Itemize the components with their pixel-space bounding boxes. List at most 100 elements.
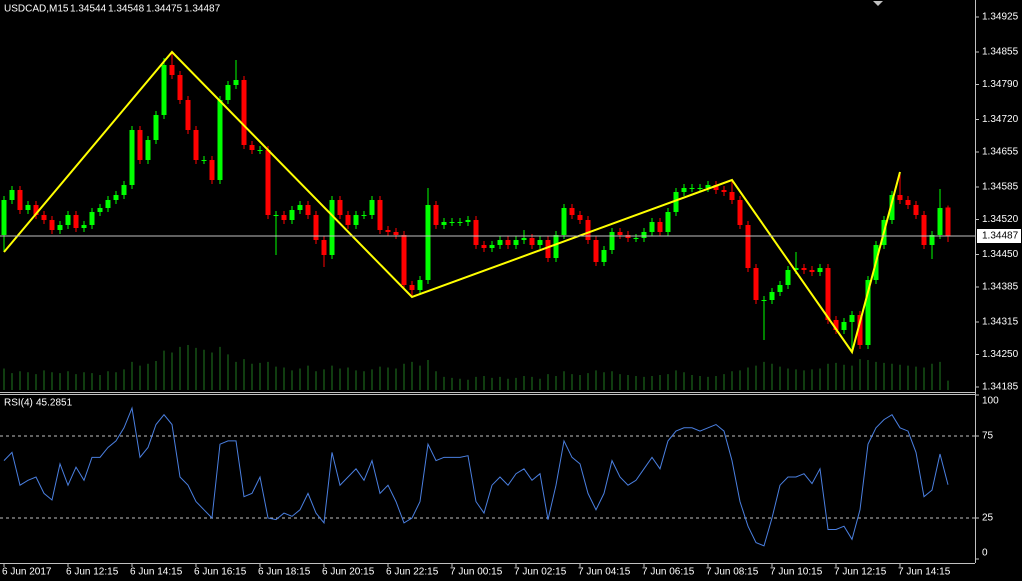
candle-body [681, 188, 687, 192]
candle-body [449, 222, 455, 223]
candle-body [641, 232, 647, 238]
candle-body [441, 222, 447, 225]
rsi-current-value: 45.2851 [36, 398, 73, 409]
candle-body [713, 185, 719, 190]
candle-body [849, 315, 855, 322]
candle-body [665, 212, 671, 232]
x-tick-label: 7 Jun 10:15 [770, 567, 823, 578]
x-tick-label: 7 Jun 04:15 [578, 567, 631, 578]
candle-body [233, 80, 239, 85]
candle-body [281, 215, 287, 220]
x-tick-label: 6 Jun 18:15 [258, 567, 311, 578]
candle-body [321, 240, 327, 255]
candle-body [273, 215, 279, 216]
candle-body [25, 205, 31, 210]
candle-body [393, 232, 399, 235]
candle-body [561, 208, 567, 235]
candle-body [697, 188, 703, 189]
candle-body [841, 322, 847, 330]
candle-body [145, 140, 151, 160]
candle-body [345, 215, 351, 225]
candle-body [817, 268, 823, 272]
symbol-label: USDCAD,M15 [4, 4, 69, 15]
header-open: 1.34544 [70, 4, 107, 15]
candle-body [689, 188, 695, 189]
y-tick-label: 1.34185 [982, 382, 1019, 393]
x-tick-label: 7 Jun 14:15 [898, 567, 951, 578]
candle-body [929, 235, 935, 245]
candle-body [65, 215, 71, 225]
candle-body [793, 268, 799, 270]
candle-body [673, 192, 679, 212]
candle-body [289, 210, 295, 220]
candle-body [385, 230, 391, 232]
candle-body [529, 238, 535, 245]
header-close: 1.34487 [184, 4, 221, 15]
candle-body [105, 200, 111, 208]
candle-body [897, 195, 903, 200]
candle-body [57, 225, 63, 230]
candle-body [473, 220, 479, 245]
candle-body [225, 85, 231, 100]
x-tick-label: 6 Jun 2017 [2, 567, 52, 578]
candle-body [137, 130, 143, 160]
candle-body [121, 185, 127, 195]
candle-body [777, 285, 783, 292]
candle-body [313, 215, 319, 240]
candle-body [153, 115, 159, 140]
candle-body [865, 280, 871, 345]
candle-body [737, 200, 743, 225]
y-tick-label: 0 [982, 548, 988, 559]
y-tick-label: 1.34925 [982, 12, 1019, 23]
candle-body [425, 205, 431, 280]
candle-body [265, 150, 271, 215]
candle-body [505, 240, 511, 245]
candle-body [729, 192, 735, 200]
candle-body [801, 268, 807, 270]
candle-body [633, 238, 639, 239]
candle-body [649, 222, 655, 232]
y-tick-label: 1.34385 [982, 282, 1019, 293]
candle-body [177, 75, 183, 100]
candle-body [657, 222, 663, 232]
current-price-box [977, 229, 1021, 243]
candle-body [89, 212, 95, 225]
candle-body [617, 232, 623, 235]
candle-body [193, 130, 199, 160]
candle-body [129, 130, 135, 185]
rsi-title: RSI(4) [4, 398, 33, 409]
candle-body [537, 240, 543, 245]
candle-body [465, 220, 471, 222]
candle-body [1, 200, 7, 235]
y-tick-label: 75 [982, 431, 994, 442]
x-tick-label: 7 Jun 12:15 [834, 567, 887, 578]
candle-body [409, 285, 415, 290]
current-price-label: 1.34487 [982, 231, 1019, 242]
candle-body [497, 240, 503, 245]
candle-body [41, 215, 47, 220]
candle-body [513, 240, 519, 245]
y-tick-label: 1.34520 [982, 214, 1019, 225]
candle-body [33, 205, 39, 215]
candle-body [241, 80, 247, 145]
candle-body [721, 190, 727, 192]
x-tick-label: 7 Jun 08:15 [706, 567, 759, 578]
candle-body [937, 208, 943, 235]
candle-body [745, 225, 751, 268]
candle-body [49, 220, 55, 230]
candle-body [833, 320, 839, 330]
candle-body [353, 215, 359, 225]
candle-body [73, 215, 79, 228]
candle-body [945, 207, 951, 236]
candle-body [601, 250, 607, 262]
zigzag-line [3, 50, 901, 355]
candle-body [417, 280, 423, 290]
x-tick-label: 6 Jun 20:15 [322, 567, 375, 578]
candle-body [889, 195, 895, 220]
header-low: 1.34475 [146, 4, 183, 15]
x-tick-label: 6 Jun 12:15 [66, 567, 119, 578]
candle-body [369, 200, 375, 215]
